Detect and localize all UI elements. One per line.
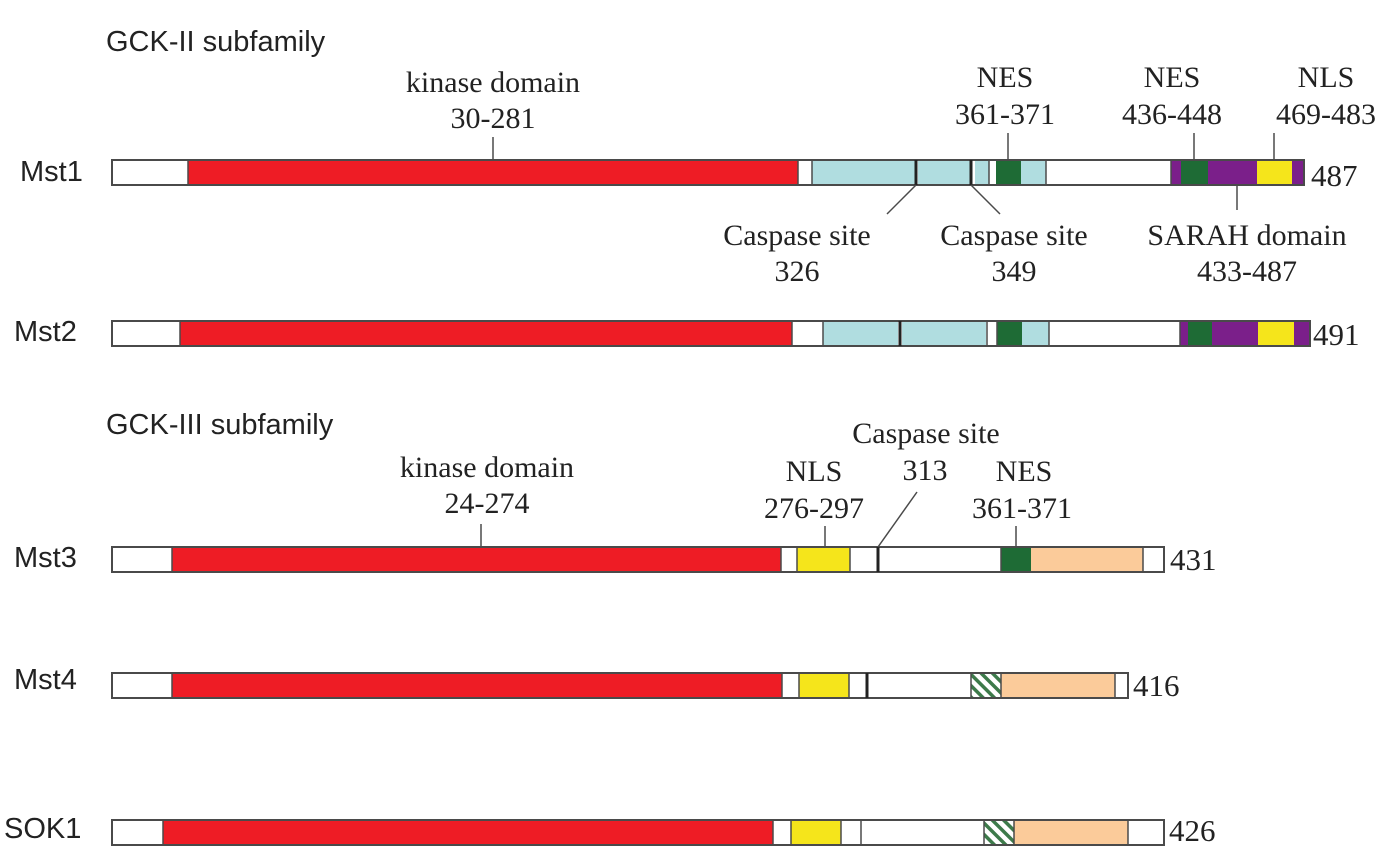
- protein-name-sok1: SOK1: [4, 813, 81, 845]
- label-mst1-sarah-title: SARAH domain: [1147, 219, 1346, 252]
- sarah-domain-mst1-c: [1292, 161, 1303, 184]
- hatched-nes-mst4: [971, 674, 1001, 697]
- caspase-region-mst2-c: [1022, 322, 1049, 345]
- cterm-domain-mst3: [1031, 548, 1143, 571]
- nls-domain-mst4: [799, 674, 849, 697]
- nes-domain-mst2-b: [1188, 322, 1212, 345]
- kinase-domain-mst2: [180, 322, 792, 345]
- protein-name-mst1: Mst1: [20, 156, 83, 188]
- caspase-region-mst2-b: [902, 322, 986, 345]
- protein-length-mst2: 491: [1313, 317, 1360, 352]
- label-mst3-nes-range: 361-371: [972, 492, 1072, 525]
- caspase-region-mst1-a: [812, 161, 915, 184]
- label-mst1-caspase1-pos: 326: [775, 255, 820, 288]
- cterm-domain-mst4: [1001, 674, 1115, 697]
- label-mst1-nes1-title: NES: [977, 61, 1034, 94]
- sarah-domain-mst2-b: [1212, 322, 1258, 345]
- label-mst3-nls-range: 276-297: [764, 492, 864, 525]
- label-mst1-nls-title: NLS: [1298, 61, 1355, 94]
- protein-length-mst4: 416: [1133, 668, 1180, 703]
- protein-sok1: SOK1 426: [4, 813, 1216, 848]
- nes-domain-mst1-a: [996, 161, 1021, 184]
- label-mst1-caspase2-pos: 349: [992, 255, 1037, 288]
- cterm-domain-sok1: [1014, 821, 1128, 844]
- protein-length-mst3: 431: [1170, 542, 1217, 577]
- nls-domain-sok1: [791, 821, 841, 844]
- sarah-domain-mst2-a: [1180, 322, 1188, 345]
- label-mst1-caspase1-title: Caspase site: [723, 219, 870, 252]
- protein-length-mst1: 487: [1311, 158, 1358, 193]
- protein-name-mst2: Mst2: [14, 316, 77, 348]
- label-mst1-sarah-range: 433-487: [1197, 255, 1297, 288]
- section-title-gck3: GCK-III subfamily: [106, 409, 334, 441]
- protein-mst2: Mst2 491: [14, 316, 1360, 352]
- nes-domain-mst3: [1001, 548, 1031, 571]
- kinase-domain-mst1: [188, 161, 798, 184]
- label-mst1-nes1-range: 361-371: [955, 98, 1055, 131]
- kinase-domain-mst3: [172, 548, 781, 571]
- caspase-region-mst2-a: [823, 322, 898, 345]
- sarah-domain-mst2-c: [1294, 322, 1309, 345]
- label-mst3-nls-title: NLS: [786, 455, 843, 488]
- protein-name-mst4: Mst4: [14, 664, 77, 696]
- label-mst1-kinase-title: kinase domain: [406, 66, 580, 99]
- protein-mst1: Mst1 487 kinase domain 30-281 NES 361-37…: [20, 61, 1376, 288]
- label-mst3-kinase-range: 24-274: [445, 487, 530, 520]
- caspase-region-mst1-b: [918, 161, 970, 184]
- label-mst1-nes2-range: 436-448: [1122, 98, 1222, 131]
- hatched-nes-sok1: [984, 821, 1014, 844]
- nls-domain-mst2: [1258, 322, 1294, 345]
- label-mst1-kinase-range: 30-281: [451, 102, 536, 135]
- caspase-region-mst1-c: [1021, 161, 1046, 184]
- nes-domain-mst2-a: [997, 322, 1022, 345]
- protein-mst3: Mst3 431 kinase domain 24-274 NLS 276-29…: [14, 417, 1217, 577]
- kinase-domain-sok1: [163, 821, 773, 844]
- protein-name-mst3: Mst3: [14, 542, 77, 574]
- protein-length-sok1: 426: [1169, 813, 1216, 848]
- label-mst3-nes-title: NES: [996, 455, 1053, 488]
- label-mst3-kinase-title: kinase domain: [400, 451, 574, 484]
- label-mst3-caspase-pos: 313: [903, 454, 948, 487]
- label-mst1-nls-range: 469-483: [1276, 98, 1376, 131]
- label-mst1-caspase2-title: Caspase site: [940, 219, 1087, 252]
- protein-mst4: Mst4 416: [14, 664, 1180, 703]
- section-title-gck2: GCK-II subfamily: [106, 26, 326, 58]
- sarah-domain-mst1-b: [1208, 161, 1257, 184]
- nls-domain-mst1: [1257, 161, 1292, 184]
- label-mst3-caspase-title: Caspase site: [852, 417, 999, 450]
- kinase-domain-mst4: [172, 674, 782, 697]
- nls-domain-mst3: [797, 548, 850, 571]
- label-mst1-nes2-title: NES: [1144, 61, 1201, 94]
- sarah-domain-mst1-a: [1171, 161, 1181, 184]
- nes-domain-mst1-b: [1181, 161, 1208, 184]
